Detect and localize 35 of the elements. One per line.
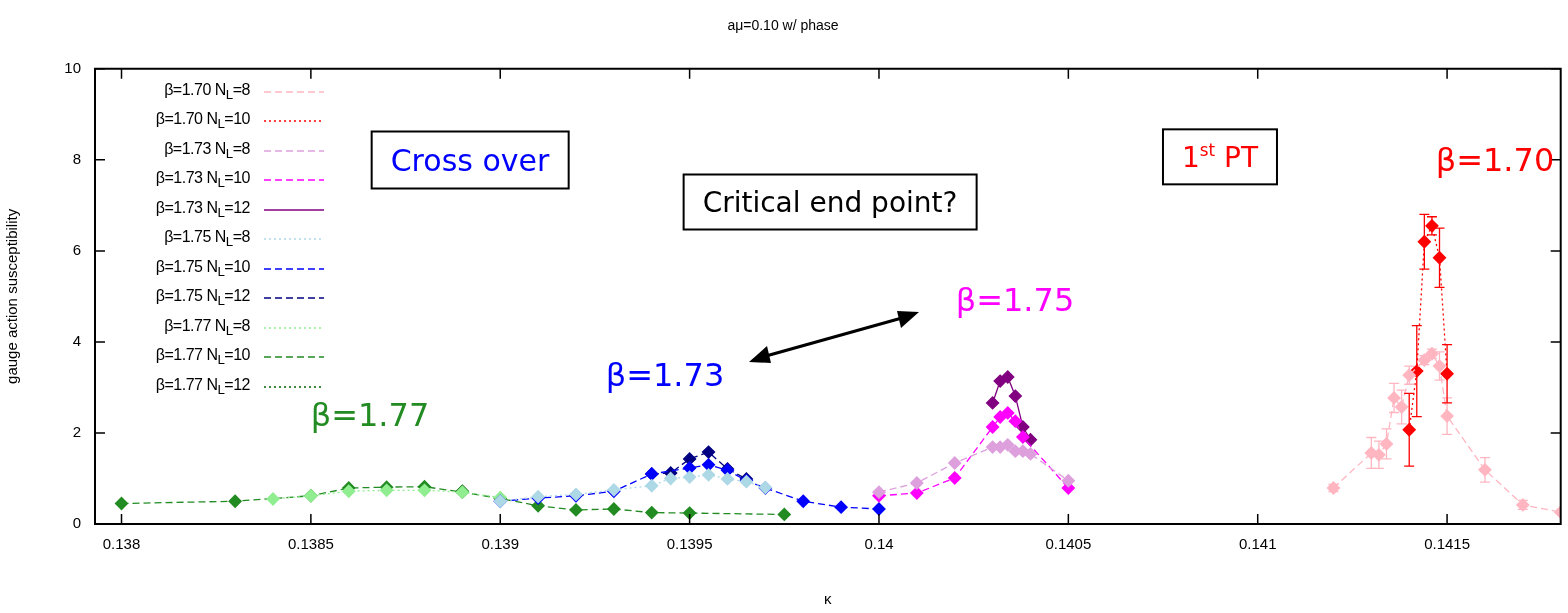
y-tick-label: 2 [72,423,81,441]
legend-label: β=1.77 N$_{L}$=10 [154,346,250,368]
chart-title: aμ=0.10 w/ phase [727,17,839,34]
legend-label: β=1.77 N$_{L}$=12 [154,375,250,398]
legend-label: β=1.77 N$_{L}$=8 [163,316,250,339]
x-tick-label: 0.141 [1238,535,1277,553]
legend-label: β=1.70 N$_{L}$=10 [154,110,250,132]
legend-label: β=1.75 N$_{L}$=8 [163,228,250,250]
y-tick-label: 6 [72,241,81,259]
annotation: β=1.77 [310,396,430,434]
x-tick-label: 0.14 [864,535,894,553]
annotation: Cross over [370,130,570,190]
y-tick-label: 8 [72,149,81,167]
x-axis-title: κ [824,590,833,608]
legend-label: β=1.75 N$_{L}$=12 [154,287,250,309]
x-tick-label: 0.1405 [1045,535,1092,553]
annotation: Critical end point? [682,173,978,231]
x-tick-label: 0.139 [481,535,520,553]
annotation: β=1.70 [1435,141,1555,179]
legend-label: β=1.73 N$_{L}$=8 [163,139,250,162]
y-axis-title: gauge action susceptibility [3,208,21,384]
x-tick-label: 0.1395 [666,535,713,553]
x-tick-label: 0.138 [102,535,141,553]
legend-label: β=1.73 N$_{L}$=10 [154,169,250,191]
annotation: 1$^{st}$ PT [1161,128,1279,186]
x-tick-label: 0.1415 [1424,535,1471,553]
legend-label: β=1.73 N$_{L}$=12 [154,198,250,221]
legend-label: β=1.70 N$_{L}$=8 [163,80,250,103]
annotation: β=1.75 [955,281,1075,319]
annotation: β=1.73 [605,356,725,394]
y-tick-label: 10 [64,58,81,76]
x-tick-label: 0.1385 [287,535,334,553]
y-tick-label: 4 [72,332,81,350]
legend-label: β=1.75 N$_{L}$=10 [154,257,250,280]
y-tick-label: 0 [72,514,81,532]
